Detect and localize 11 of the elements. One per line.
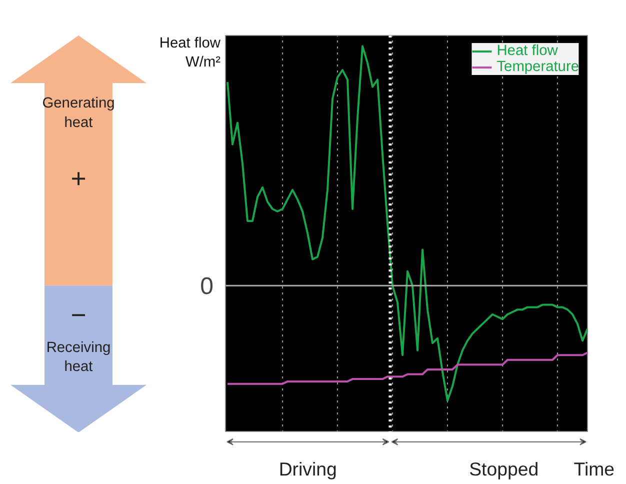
text: + [70,163,86,194]
text: Stopped [469,458,539,480]
text: Generating heat [42,96,115,131]
text: − [70,300,86,330]
legend-label: Temperature [496,59,579,75]
x-axis-title: Time [574,458,614,480]
legend-label: Heat flow [496,43,558,59]
y-axis-title: Heat flow W/m² [159,36,221,71]
ref-line-label: 0 [200,273,214,300]
text: Receiving heat [46,340,111,376]
text: Driving [278,458,337,480]
